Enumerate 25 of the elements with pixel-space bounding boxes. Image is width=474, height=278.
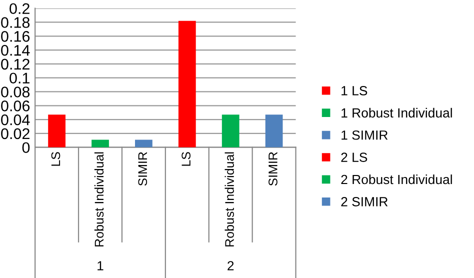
y-tick-label: 0.14: [1, 44, 30, 56]
x-tick-label: SIMIR: [138, 152, 148, 186]
y-tick-label: 0.2: [10, 3, 30, 14]
text: 1: [98, 261, 104, 270]
y-tick-label: 0: [22, 142, 30, 154]
y-tick-label: 0.18: [1, 17, 30, 28]
legend-label: 1 Robust Individual: [342, 108, 452, 118]
legend-label: 2 SIMIR: [341, 197, 388, 206]
legend-label: 1 LS: [342, 86, 368, 96]
y-tick-label: 0.12: [1, 58, 30, 70]
y-tick-label: 0.06: [1, 100, 30, 112]
y-tick-label: 0.1: [10, 72, 30, 84]
x-tick-label: Robust Individual: [224, 152, 234, 246]
x-tick-label: LS: [182, 152, 191, 166]
x-tick-label: Robust Individual: [94, 152, 104, 246]
legend-label: 2 Robust Individual: [341, 174, 452, 184]
legend-label: 1 SIMIR: [342, 130, 388, 140]
y-tick-label: 0.02: [1, 128, 30, 140]
y-tick-label: 0.08: [1, 86, 30, 98]
text: 2: [228, 261, 234, 270]
x-tick-label: SIMIR: [268, 152, 278, 186]
legend-label: 2 LS: [341, 152, 368, 162]
x-tick-label: LS: [51, 152, 60, 166]
y-tick-label: 0.16: [1, 31, 30, 42]
y-tick-label: 0.04: [1, 114, 30, 126]
